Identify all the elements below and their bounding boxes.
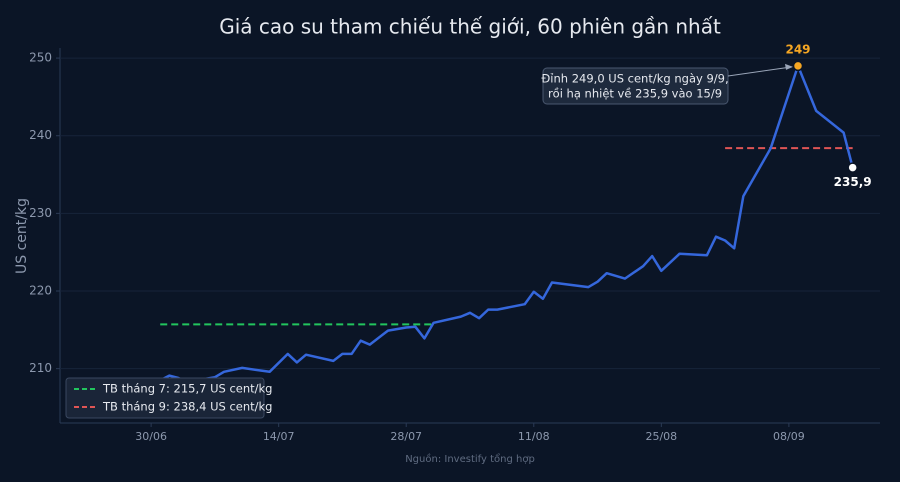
source-note: Nguồn: Investify tổng hợp (405, 452, 535, 465)
highlight-label: 249 (785, 42, 810, 56)
legend-box (65, 377, 265, 419)
legend-label: TB tháng 9: 238,4 US cent/kg (102, 400, 273, 414)
x-tick-label: 30/06 (135, 430, 167, 443)
x-tick-label: 11/08 (518, 430, 550, 443)
annotation-arrow (727, 66, 793, 77)
y-tick-label: 230 (29, 206, 52, 220)
highlight-point (792, 60, 804, 72)
legend-label: TB tháng 7: 215,7 US cent/kg (102, 382, 273, 396)
y-tick-label: 220 (29, 284, 52, 298)
y-tick-label: 250 (29, 51, 52, 65)
annotation-box (542, 67, 729, 105)
y-tick-label: 240 (29, 128, 52, 142)
y-axis-label: US cent/kg (14, 198, 30, 274)
x-tick-label: 28/07 (390, 430, 422, 443)
annotation-text: Đỉnh 249,0 US cent/kg ngày 9/9, (541, 72, 728, 86)
x-tick-label: 14/07 (263, 430, 295, 443)
y-tick-label: 210 (29, 361, 52, 375)
chart-title: Giá cao su tham chiếu thế giới, 60 phiên… (219, 15, 721, 39)
x-tick-label: 08/09 (773, 430, 805, 443)
highlight-label: 235,9 (834, 175, 872, 189)
highlight-point (847, 162, 858, 173)
annotation-arrowhead (785, 63, 793, 70)
annotation-text: rồi hạ nhiệt về 235,9 vào 15/9 (548, 87, 722, 101)
price-line (159, 64, 854, 384)
x-tick-label: 25/08 (645, 430, 677, 443)
